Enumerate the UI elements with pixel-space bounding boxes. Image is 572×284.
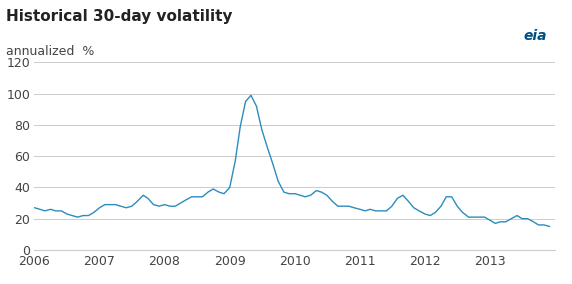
Text: annualized  %: annualized % xyxy=(6,45,94,59)
Text: Historical 30-day volatility: Historical 30-day volatility xyxy=(6,9,232,24)
Text: eia: eia xyxy=(523,29,547,43)
